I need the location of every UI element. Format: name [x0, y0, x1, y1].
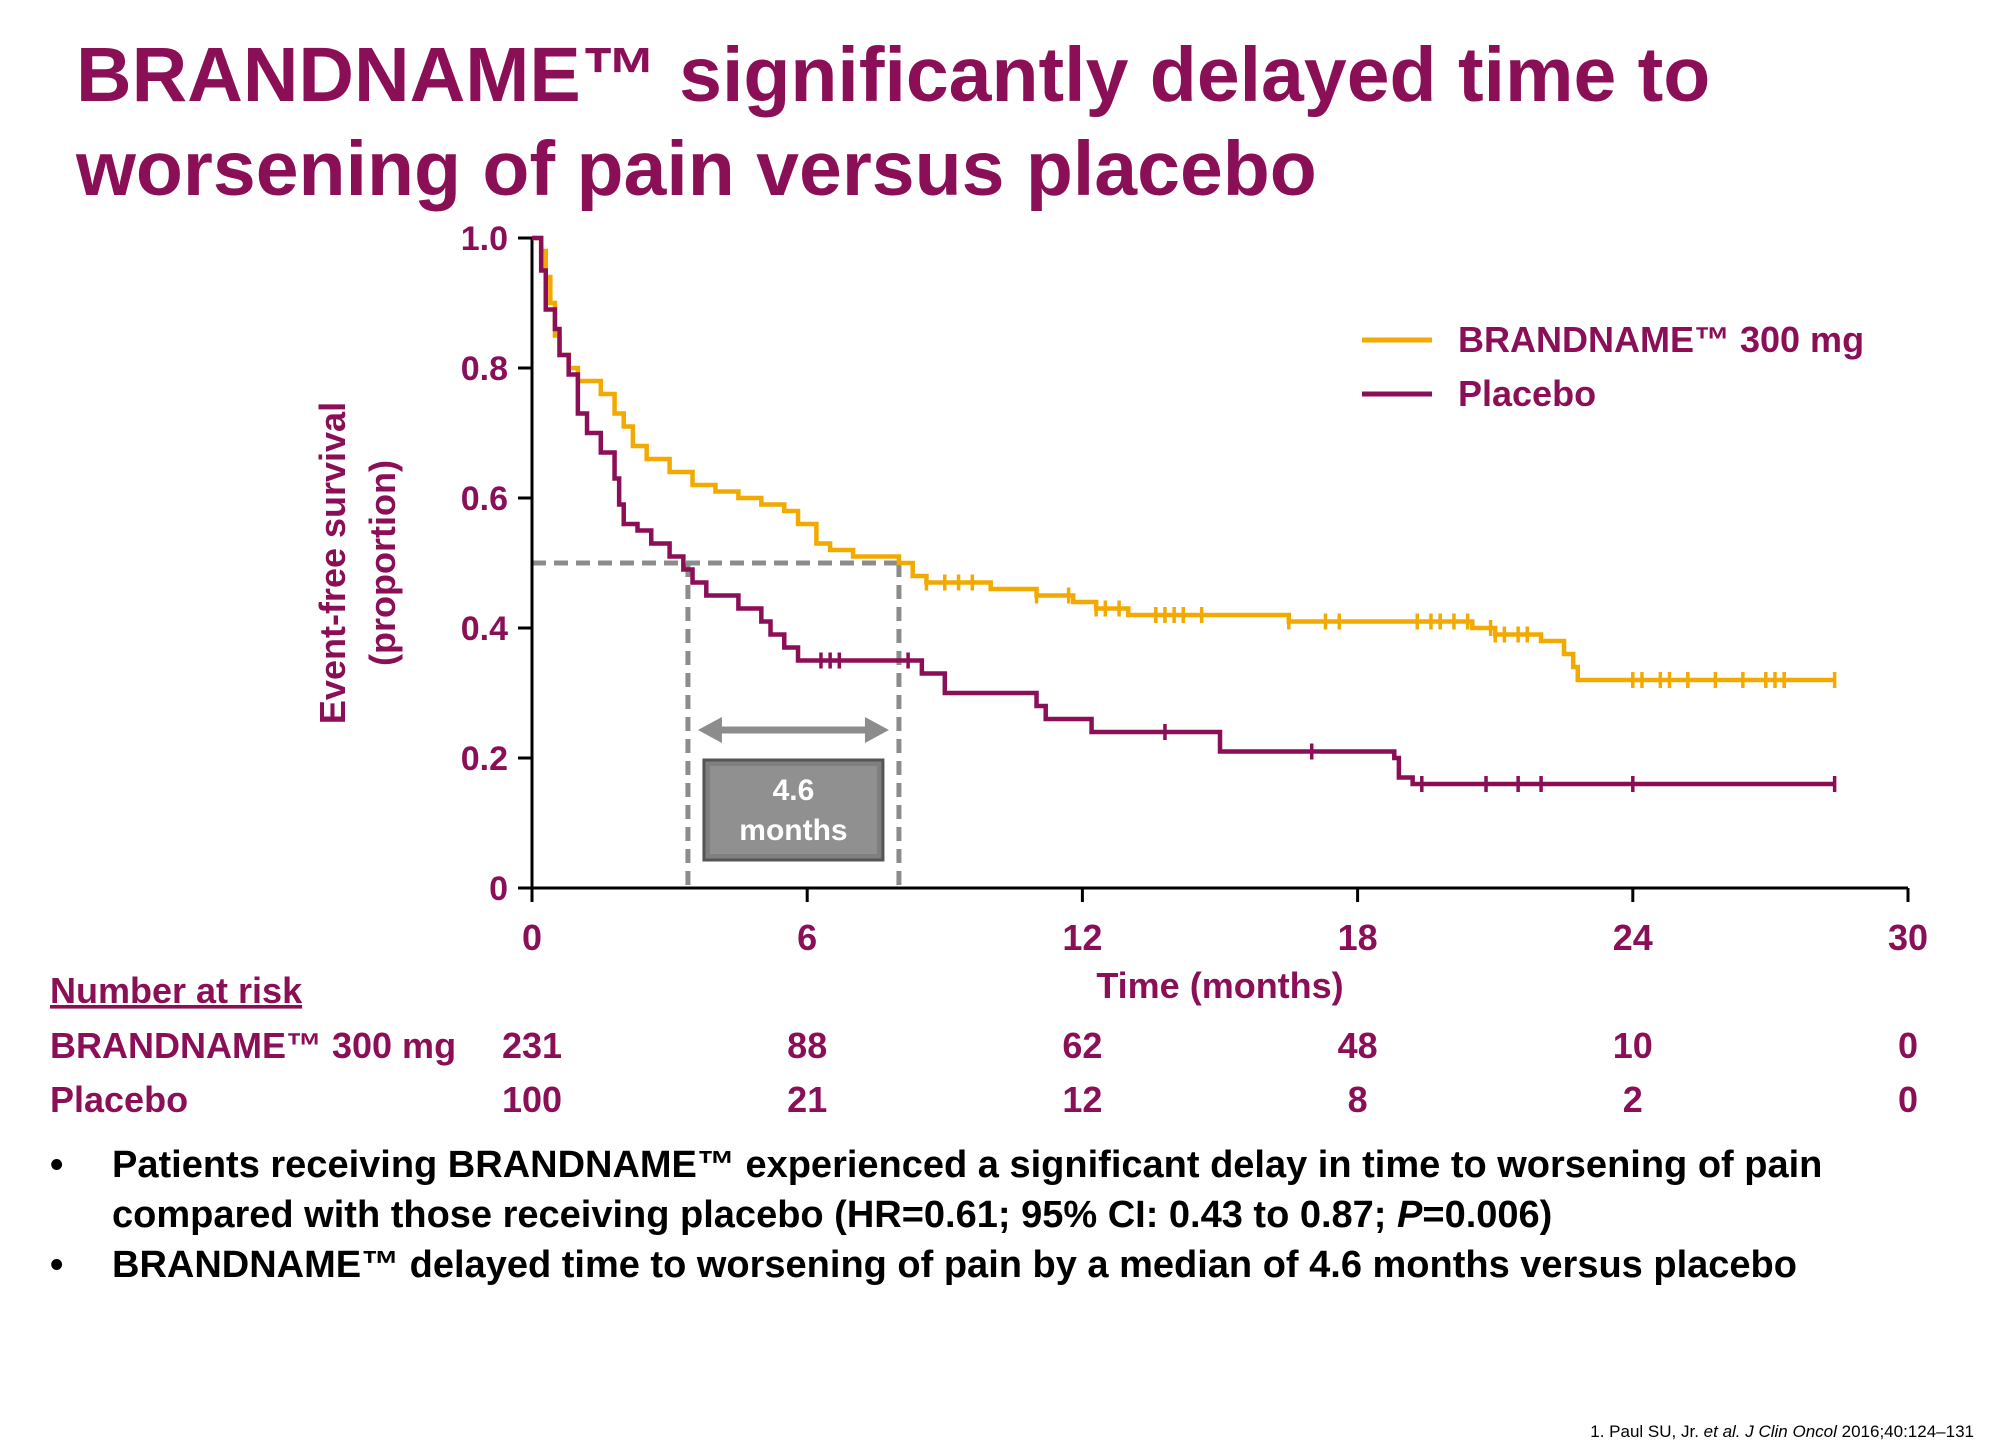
bullet-text: Patients receiving BRANDNAME™ experience… — [112, 1144, 1823, 1236]
x-tick-label: 24 — [1613, 917, 1653, 958]
median-guides — [532, 560, 902, 888]
median-difference-unit: months — [739, 814, 847, 847]
y-tick-label: 0.8 — [461, 350, 508, 388]
bullet-text: BRANDNAME™ delayed time to worsening of … — [112, 1244, 1797, 1286]
median-difference-value: 4.6 — [773, 774, 815, 807]
survival-curves — [532, 235, 1837, 792]
x-axis-title: Time (months) — [1096, 965, 1343, 1006]
arrow-left-head — [697, 717, 722, 743]
bullet-item: • BRANDNAME™ delayed time to worsening o… — [50, 1240, 1950, 1290]
x-tick-label: 18 — [1338, 917, 1378, 958]
at-risk-cell: 48 — [1338, 1025, 1378, 1066]
y-axis-title-line1: Event-free survival — [312, 402, 353, 724]
legend-label: Placebo — [1458, 373, 1596, 414]
y-axis-title-line2: (proportion) — [362, 460, 403, 666]
bullet-item: • Patients receiving BRANDNAME™ experien… — [50, 1140, 1950, 1240]
y-axis-title: Event-free survival (proportion) — [312, 402, 403, 724]
legend: BRANDNAME™ 300 mg Placebo — [1362, 319, 1864, 414]
x-tick-label: 0 — [522, 917, 542, 958]
y-tick-label: 0.2 — [461, 740, 508, 778]
x-tick-label: 12 — [1062, 917, 1102, 958]
at-risk-cell: 12 — [1062, 1079, 1102, 1120]
at-risk-cell: 62 — [1062, 1025, 1102, 1066]
at-risk-cell: 0 — [1898, 1025, 1918, 1066]
legend-label: BRANDNAME™ 300 mg — [1458, 319, 1864, 360]
median-difference-box-inner — [709, 766, 877, 854]
number-at-risk-table: Number at risk BRANDNAME™ 300 mg 231 88 62 48… — [50, 970, 1918, 1120]
survival-curve — [532, 235, 1835, 683]
bullet-marker: • — [50, 1244, 64, 1286]
slide-title: BRANDNAME™ significantly delayed time to… — [76, 32, 1711, 212]
at-risk-cell: 88 — [787, 1025, 827, 1066]
series-placebo — [532, 235, 1837, 792]
at-risk-cell: 231 — [502, 1025, 562, 1066]
at-risk-heading: Number at risk — [50, 970, 303, 1011]
y-tick-label: 0.4 — [461, 610, 508, 648]
at-risk-row-label: BRANDNAME™ 300 mg — [50, 1025, 456, 1066]
key-findings: • Patients receiving BRANDNAME™ experien… — [50, 1140, 1950, 1290]
at-risk-cell: 21 — [787, 1079, 827, 1120]
at-risk-cell: 0 — [1898, 1079, 1918, 1120]
bullet-marker: • — [50, 1144, 64, 1186]
y-tick-label: 0 — [489, 870, 508, 908]
at-risk-cell: 10 — [1613, 1025, 1653, 1066]
at-risk-cell: 8 — [1348, 1079, 1368, 1120]
y-tick-label: 0.6 — [461, 480, 508, 518]
at-risk-row-label: Placebo — [50, 1079, 188, 1120]
survival-curve — [532, 235, 1835, 787]
series-drug — [532, 235, 1837, 688]
y-tick-label: 1.0 — [461, 220, 508, 258]
at-risk-cell: 100 — [502, 1079, 562, 1120]
x-tick-label: 6 — [797, 917, 817, 958]
citation: 1. Paul SU, Jr. et al. J Clin Oncol 2016… — [1590, 1422, 1974, 1441]
axes: 0 0.2 0.4 0.6 0.8 1.0 0 6 12 18 24 30 Time (months) E… — [312, 220, 1928, 1006]
x-tick-label: 30 — [1888, 917, 1928, 958]
median-difference-annotation: 4.6 months — [697, 717, 889, 862]
at-risk-cell: 2 — [1623, 1079, 1643, 1120]
arrow-right-head — [864, 717, 889, 743]
